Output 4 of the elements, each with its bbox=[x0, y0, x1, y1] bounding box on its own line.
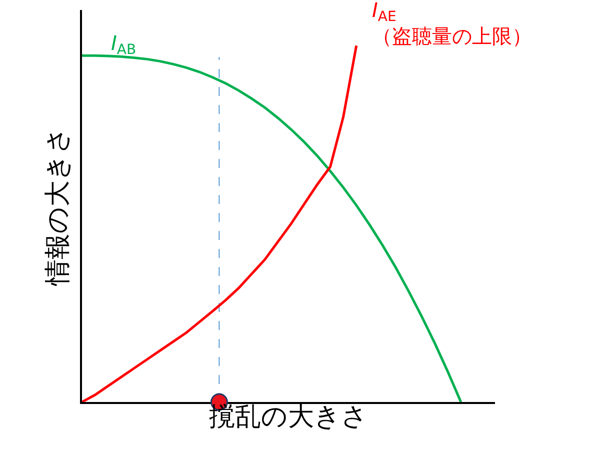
series-label: I$_{AB}$ bbox=[111, 31, 136, 58]
x-axis-title: 撹乱の大きさ bbox=[209, 402, 368, 432]
series-label: I$_{AE}$ （盗聴量の上限） bbox=[372, 0, 532, 48]
y-axis-title: 情報の大きさ bbox=[42, 126, 73, 286]
